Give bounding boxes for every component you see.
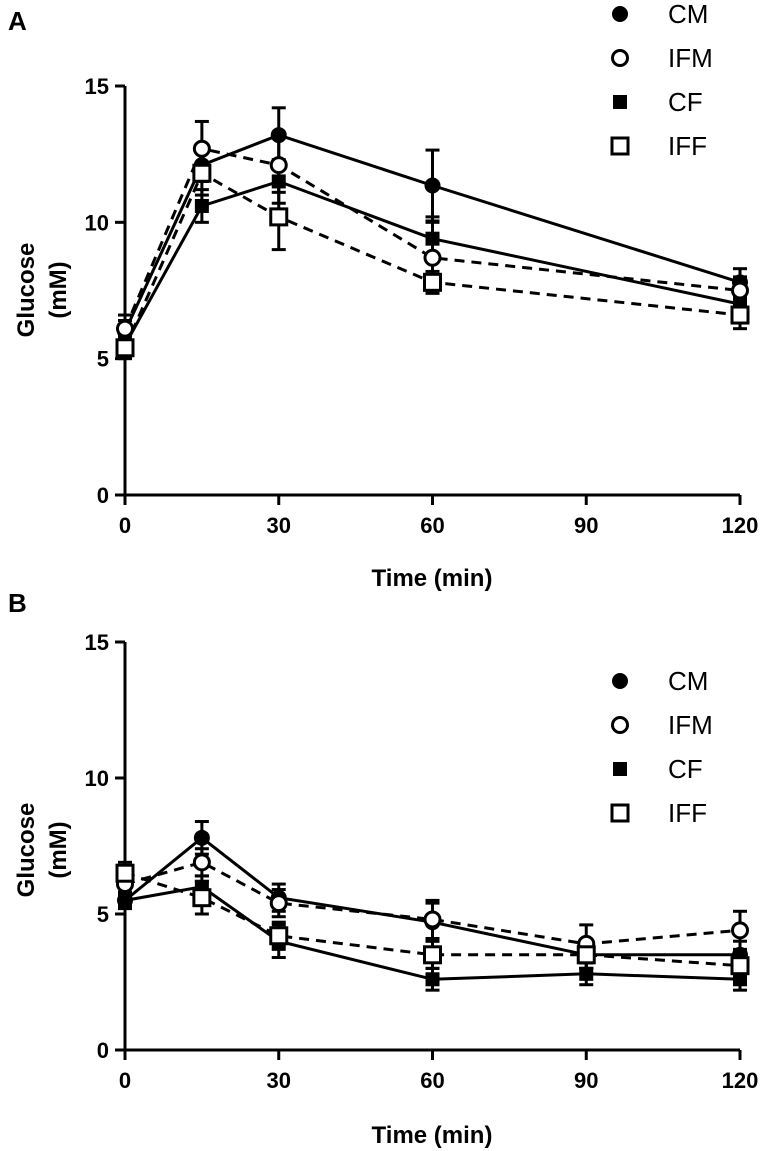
- data-point-iff: [730, 956, 750, 976]
- legend: CM IFM CF IFF: [610, 0, 713, 161]
- data-point-iff: [115, 338, 135, 358]
- y-tick-label: 0: [97, 483, 109, 508]
- data-point-ifm: [731, 281, 749, 300]
- legend-marker-iff: [610, 803, 630, 823]
- y-tick-label: 15: [85, 630, 109, 655]
- legend-label-iff: IFF: [668, 798, 707, 828]
- y-tick-label: 5: [97, 347, 109, 372]
- data-point-cf: [271, 174, 286, 189]
- panel-label: B: [8, 588, 27, 618]
- data-point-cf: [579, 966, 594, 981]
- data-point-ifm: [731, 921, 749, 940]
- panel-label: A: [8, 6, 27, 36]
- legend-marker-iff: [610, 136, 630, 156]
- data-point-iff: [115, 863, 135, 883]
- data-point-iff: [192, 163, 212, 183]
- plot-area: [115, 820, 750, 992]
- data-point-ifm: [269, 156, 288, 175]
- y-tick-label: 5: [97, 902, 109, 927]
- y-tick-label: 10: [85, 210, 109, 235]
- legend-marker-cf: [613, 95, 627, 109]
- data-point-ifm: [423, 910, 442, 929]
- legend-marker-ifm: [611, 49, 629, 67]
- x-tick-label: 90: [574, 513, 598, 538]
- legend-marker-cm: [612, 6, 628, 22]
- data-point-ifm: [423, 248, 442, 267]
- axes: 0 5 10 15 0 30 60 90 120: [85, 74, 759, 538]
- data-point-cf: [733, 972, 747, 987]
- x-tick-label: 90: [574, 1068, 598, 1093]
- x-tick-label: 120: [722, 513, 759, 538]
- legend: CM IFM CF IFF: [610, 666, 713, 828]
- panel-b: B Glucose (mM) Time (min) 0 5 10 15 0 30 60 90 1…: [8, 588, 758, 1149]
- x-tick-label: 120: [722, 1068, 759, 1093]
- legend-marker-cm: [612, 673, 628, 689]
- data-point-cf: [194, 198, 209, 213]
- data-point-iff: [269, 207, 289, 227]
- data-point-cf: [425, 972, 440, 987]
- data-point-ifm: [116, 319, 134, 338]
- y-axis-title-line2: (mM): [45, 261, 72, 318]
- y-axis-title-line2: (mM): [45, 821, 72, 878]
- plot-area: [115, 106, 750, 361]
- x-axis-title: Time (min): [372, 565, 493, 592]
- data-point-ifm: [269, 894, 288, 913]
- legend-label-cf: CF: [668, 754, 703, 784]
- legend-label-cm: CM: [668, 0, 708, 29]
- legend-label-ifm: IFM: [668, 710, 713, 740]
- data-point-cf: [118, 893, 132, 908]
- legend-marker-ifm: [611, 716, 629, 734]
- data-point-iff: [576, 945, 596, 965]
- legend-label-cf: CF: [668, 87, 703, 117]
- data-point-iff: [269, 926, 289, 946]
- panel-a: A Glucose (mM) Time (min) 0 5 10 15 0 30 60 90 1…: [8, 0, 758, 592]
- legend-label-ifm: IFM: [668, 43, 713, 73]
- x-tick-label: 60: [420, 513, 444, 538]
- series-line-ifm: [124, 860, 741, 946]
- data-point-iff: [423, 945, 442, 965]
- x-tick-label: 0: [119, 513, 131, 538]
- x-tick-label: 60: [420, 1068, 444, 1093]
- legend-marker-cf: [613, 762, 627, 776]
- data-point-cm: [270, 127, 287, 144]
- x-axis-title: Time (min): [372, 1122, 493, 1149]
- data-point-ifm: [192, 139, 211, 158]
- data-point-iff: [423, 272, 442, 292]
- y-axis-title-line1: Glucose: [13, 243, 40, 338]
- data-point-ifm: [192, 853, 211, 872]
- legend-label-iff: IFF: [668, 131, 707, 161]
- x-tick-label: 30: [267, 513, 291, 538]
- y-tick-label: 10: [85, 766, 109, 791]
- data-point-cf: [425, 231, 440, 246]
- legend-label-cm: CM: [668, 666, 708, 696]
- y-tick-label: 0: [97, 1038, 109, 1063]
- series-line-cf: [124, 885, 741, 981]
- data-point-cm: [424, 177, 441, 194]
- x-tick-label: 30: [267, 1068, 291, 1093]
- data-point-cm: [193, 829, 210, 846]
- data-point-iff: [730, 305, 750, 325]
- x-tick-label: 0: [119, 1068, 131, 1093]
- axes: 0 5 10 15 0 30 60 90 120: [85, 630, 759, 1093]
- data-point-iff: [192, 888, 212, 908]
- y-axis-title-line1: Glucose: [13, 803, 40, 898]
- y-tick-label: 15: [85, 74, 109, 99]
- series-line-iff: [124, 871, 741, 968]
